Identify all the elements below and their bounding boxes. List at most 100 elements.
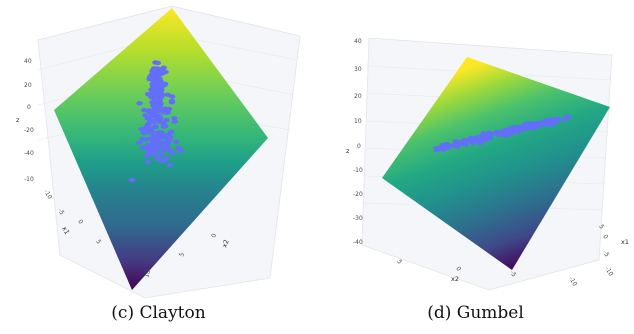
scatter-point	[442, 144, 449, 148]
scatter-point	[143, 153, 151, 159]
z-tick: -40	[24, 150, 34, 157]
scatter-point	[477, 141, 484, 146]
scatter-point	[163, 117, 170, 123]
scatter-point	[149, 88, 156, 93]
x2-tick: -5	[143, 254, 152, 262]
scatter-point	[492, 131, 499, 136]
scatter-point	[166, 136, 173, 141]
scatter-point	[531, 125, 538, 129]
x2-ticks-clayton: -5 0 5 10 x2	[143, 233, 230, 279]
x1-tick: -10	[42, 189, 53, 201]
scatter-point	[163, 145, 170, 150]
z-tick: 20	[354, 93, 362, 100]
x2-tick: -5	[508, 270, 517, 279]
scatter-point	[155, 157, 162, 162]
scatter-point	[161, 81, 168, 87]
x1-ticks-gumbel: 5 0 -5 -10 x1	[597, 224, 629, 278]
scatter-point	[168, 129, 175, 134]
scatter-point	[171, 116, 178, 121]
x1-axis-title: x1	[621, 238, 629, 246]
scatter-point	[148, 72, 156, 77]
scatter-point	[147, 93, 154, 98]
x1-ticks-clayton: -10 -5 0 5 x1	[42, 189, 102, 246]
scatter-point	[177, 148, 184, 153]
z-tick: -20	[353, 191, 363, 198]
scatter-point	[147, 118, 155, 124]
scatter-point	[157, 151, 164, 157]
scatter-point	[487, 136, 494, 141]
scatter-point	[497, 131, 504, 136]
x2-tick: 0	[454, 266, 462, 273]
z-tick: 10	[354, 118, 362, 125]
z-tick: 20	[24, 82, 32, 89]
z-tick: -40	[353, 239, 363, 246]
scatter-point	[486, 130, 493, 135]
z-tick: -20	[24, 127, 34, 134]
scatter-point	[150, 134, 157, 139]
scatter-point	[172, 139, 180, 144]
scatter-point	[158, 94, 165, 100]
z-tick: 0	[27, 104, 31, 111]
scatter-point	[165, 139, 172, 144]
chart-gumbel-svg: 40 30 20 10 0 -10 -20 -30 -40 z 5 0 -5 -…	[346, 37, 629, 291]
x1-axis-title: x1	[60, 225, 71, 236]
scatter-point	[454, 145, 461, 149]
scatter-point	[156, 90, 164, 96]
scatter-point	[551, 118, 558, 123]
scatter-point	[540, 123, 547, 127]
chart-clayton: 40 20 0 -20 -40 -10 z -10 -5 0 5 x1 -5 0…	[0, 0, 317, 300]
chart-gumbel: 40 30 20 10 0 -10 -20 -30 -40 z 5 0 -5 -…	[317, 0, 634, 300]
scatter-point	[533, 122, 539, 126]
scatter-point	[154, 98, 161, 104]
z-tick: -10	[24, 176, 34, 183]
scatter-point	[153, 139, 160, 144]
scatter-point	[150, 66, 158, 71]
scatter-point	[543, 118, 550, 122]
z-tick: 30	[354, 66, 362, 73]
scatter-point	[153, 85, 160, 91]
x1-tick: 0	[76, 219, 84, 226]
scatter-point	[171, 119, 178, 124]
x1-tick: 5	[94, 239, 102, 246]
scatter-point	[565, 114, 571, 119]
caption-gumbel: (d) Gumbel	[427, 303, 524, 323]
x2-tick: 5	[178, 252, 186, 258]
scatter-point	[152, 103, 159, 109]
x1-tick: -5	[56, 208, 65, 217]
z-axis-title: z	[16, 116, 20, 124]
scatter-point	[511, 126, 518, 131]
scatter-point	[152, 77, 159, 83]
scatter-point	[162, 69, 169, 75]
z-tick: -10	[353, 167, 363, 174]
scatter-point	[166, 162, 174, 168]
scatter-point	[170, 150, 177, 156]
scatter-point	[140, 130, 147, 136]
scatter-point	[456, 140, 462, 144]
scatter-point	[462, 143, 469, 147]
z-tick: 0	[357, 143, 361, 150]
scatter-point	[139, 137, 146, 142]
z-ticks-gumbel: 40 30 20 10 0 -10 -20 -30 -40 z	[346, 38, 363, 246]
z-tick: 40	[24, 58, 32, 65]
scatter-point	[136, 101, 143, 106]
scatter-point	[165, 106, 173, 112]
scatter-point	[547, 123, 554, 128]
scatter-point	[469, 141, 476, 146]
scatter-point	[138, 127, 145, 132]
x1-tick: -10	[603, 266, 614, 278]
scatter-point	[158, 67, 165, 72]
chart-clayton-svg: 40 20 0 -20 -40 -10 z -10 -5 0 5 x1 -5 0…	[16, 5, 301, 299]
z-tick: -30	[353, 215, 363, 222]
z-ticks-clayton: 40 20 0 -20 -40 -10 z	[16, 58, 34, 183]
scatter-point	[142, 113, 149, 118]
scatter-point	[482, 138, 489, 143]
scatter-point	[146, 130, 154, 135]
scatter-point	[480, 131, 487, 135]
x2-axis-title: x2	[220, 238, 230, 248]
scatter-point	[141, 108, 148, 113]
scatter-point	[147, 75, 154, 81]
x2-axis-title: x2	[451, 275, 459, 283]
points-clayton	[128, 60, 184, 183]
scatter-point	[164, 92, 171, 98]
scatter-point	[152, 124, 159, 129]
